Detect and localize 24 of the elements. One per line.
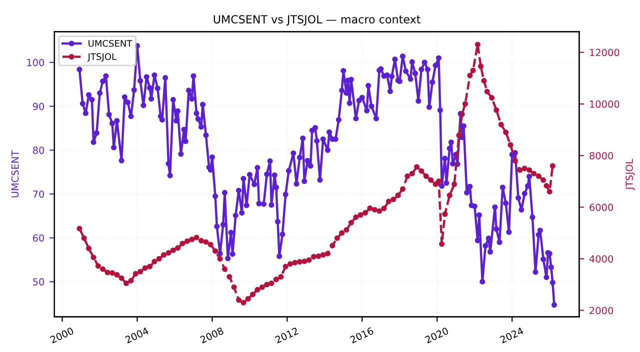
- y2-tick-label: 6000: [590, 204, 614, 211]
- y-tick-label: 80: [32, 146, 44, 154]
- x-tick-label: 2004: [124, 326, 150, 344]
- x-tick-label: 2012: [274, 327, 299, 344]
- x-tick-label: 2020: [424, 326, 449, 344]
- y-axis-title: UMCSENT: [11, 150, 19, 198]
- y2-tick-label: 4000: [589, 255, 614, 263]
- x-tick-label: 2008: [200, 326, 224, 344]
- y-tick-label: 100: [27, 58, 44, 66]
- y2-tick-label: 8000: [590, 152, 614, 160]
- legend-label: JTSJOL: [87, 53, 116, 62]
- chart-title: UMCSENT vs JTSJOL — macro context: [214, 15, 420, 26]
- y2-tick-label: 12000: [590, 48, 620, 56]
- y2-tick-label: 10000: [590, 100, 620, 108]
- x-tick-label: 2024: [500, 326, 524, 344]
- y-tick-label: 50: [33, 278, 44, 286]
- y2-axis-title: JTSJOL: [626, 158, 635, 190]
- x-tick-label: 2016: [350, 326, 374, 344]
- y2-tick-label: 2000: [590, 306, 614, 314]
- x-tick-label: 2000: [50, 326, 74, 344]
- legend-label: UMCSENT: [88, 40, 132, 47]
- y-tick-label: 60: [32, 234, 44, 242]
- y-tick-label: 90: [32, 102, 44, 110]
- y-tick-label: 70: [33, 190, 44, 198]
